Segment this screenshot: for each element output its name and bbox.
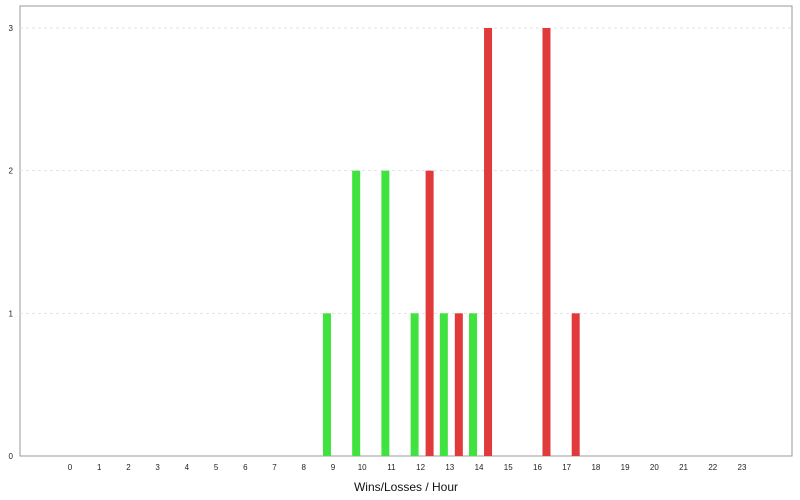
bar bbox=[571, 313, 580, 456]
x-tick-label: 4 bbox=[185, 463, 190, 472]
x-axis: 0 1 2 3 4 5 6 7 8 9 10 11 12 13 14 15 16 17 18 19 20 21 22 23 bbox=[68, 463, 747, 472]
x-tick-label: 12 bbox=[416, 463, 425, 472]
x-tick-label: 21 bbox=[679, 463, 688, 472]
bar bbox=[454, 313, 463, 456]
bar bbox=[381, 170, 390, 456]
x-tick-label: 10 bbox=[358, 463, 367, 472]
y-tick-label: 0 bbox=[9, 452, 14, 461]
x-tick-label: 11 bbox=[387, 463, 396, 472]
y-axis: 0 1 2 3 bbox=[9, 24, 14, 461]
x-tick-label: 2 bbox=[126, 463, 131, 472]
bar bbox=[352, 170, 361, 456]
bar bbox=[425, 170, 434, 456]
grid bbox=[20, 27, 792, 314]
x-tick-label: 18 bbox=[591, 463, 600, 472]
x-tick-label: 8 bbox=[302, 463, 307, 472]
y-tick-label: 3 bbox=[9, 24, 14, 33]
x-tick-label: 22 bbox=[708, 463, 717, 472]
x-tick-label: 20 bbox=[650, 463, 659, 472]
x-tick-label: 19 bbox=[621, 463, 630, 472]
bar bbox=[439, 313, 448, 456]
x-tick-label: 23 bbox=[738, 463, 747, 472]
x-tick-label: 6 bbox=[243, 463, 248, 472]
bars bbox=[322, 28, 580, 456]
x-tick-label: 9 bbox=[331, 463, 336, 472]
y-tick-label: 1 bbox=[9, 309, 14, 318]
bar bbox=[484, 28, 493, 456]
y-tick-label: 2 bbox=[9, 167, 14, 176]
bar bbox=[542, 28, 551, 456]
x-tick-label: 7 bbox=[272, 463, 277, 472]
x-tick-label: 15 bbox=[504, 463, 513, 472]
x-tick-label: 5 bbox=[214, 463, 219, 472]
x-tick-label: 17 bbox=[562, 463, 571, 472]
x-tick-label: 1 bbox=[97, 463, 102, 472]
bar bbox=[469, 313, 478, 456]
x-tick-label: 16 bbox=[533, 463, 542, 472]
bar bbox=[410, 313, 419, 456]
x-tick-label: 13 bbox=[445, 463, 454, 472]
x-tick-label: 3 bbox=[155, 463, 160, 472]
x-tick-label: 0 bbox=[68, 463, 73, 472]
plot-frame bbox=[19, 5, 793, 457]
bar bbox=[322, 313, 331, 456]
x-axis-label: Wins/Losses / Hour bbox=[354, 480, 458, 494]
x-tick-label: 14 bbox=[475, 463, 484, 472]
